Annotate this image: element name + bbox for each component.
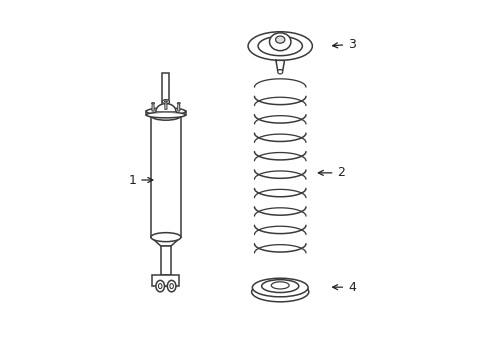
Ellipse shape <box>251 282 308 302</box>
Ellipse shape <box>169 284 173 289</box>
Ellipse shape <box>277 69 282 74</box>
Polygon shape <box>275 60 284 70</box>
Ellipse shape <box>146 112 185 118</box>
Polygon shape <box>151 237 181 246</box>
Polygon shape <box>151 116 181 237</box>
Text: 3: 3 <box>332 38 355 51</box>
Ellipse shape <box>261 280 298 293</box>
Ellipse shape <box>167 280 176 292</box>
Ellipse shape <box>275 36 285 43</box>
Ellipse shape <box>156 280 164 292</box>
Ellipse shape <box>162 100 169 104</box>
Text: 4: 4 <box>332 281 355 294</box>
Ellipse shape <box>177 103 180 104</box>
Polygon shape <box>177 103 180 111</box>
Polygon shape <box>152 103 154 111</box>
Ellipse shape <box>258 36 302 56</box>
Ellipse shape <box>247 32 312 60</box>
Ellipse shape <box>158 284 162 289</box>
Polygon shape <box>156 104 176 111</box>
Ellipse shape <box>151 233 181 242</box>
Ellipse shape <box>146 108 185 115</box>
Text: 1: 1 <box>128 174 152 186</box>
Polygon shape <box>152 275 179 286</box>
Polygon shape <box>162 73 169 116</box>
Ellipse shape <box>271 282 288 289</box>
Ellipse shape <box>151 103 154 104</box>
Ellipse shape <box>164 101 167 102</box>
Ellipse shape <box>151 111 181 120</box>
Polygon shape <box>164 102 166 109</box>
Polygon shape <box>146 111 185 115</box>
Text: 2: 2 <box>318 166 345 179</box>
Polygon shape <box>161 246 171 275</box>
Ellipse shape <box>252 278 307 297</box>
Ellipse shape <box>269 33 290 51</box>
